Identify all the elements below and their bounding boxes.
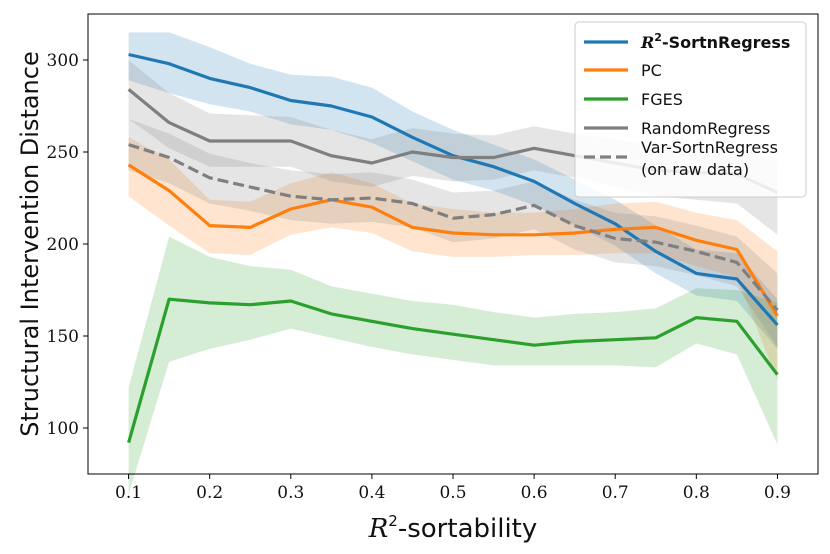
- x-tick-label: 0.4: [358, 483, 385, 503]
- x-tick-label: 0.1: [115, 483, 142, 503]
- line-r-sortnregress: [128, 52, 779, 327]
- line-var-sortnregress: [128, 143, 779, 312]
- y-tick-label: 150: [47, 327, 79, 347]
- x-tick-label: 0.9: [764, 483, 791, 503]
- band-pc: [128, 137, 778, 381]
- band-randomregress: [128, 60, 778, 235]
- legend-label-r-sortnregress: R2-SortnRegress: [640, 31, 790, 52]
- line-fges: [127, 297, 779, 444]
- x-tick-label: 0.7: [602, 483, 629, 503]
- x-tick-label: 0.8: [683, 483, 710, 503]
- y-tick-label: 250: [47, 143, 79, 163]
- x-axis-ticks: 0.1 0.2 0.3 0.4 0.5 0.6 0.7 0.8 0.9: [115, 474, 791, 503]
- line-pc: [127, 163, 779, 317]
- legend-box: [574, 21, 807, 198]
- legend-label-randomregress: RandomRegress: [641, 119, 770, 138]
- y-tick-label: 200: [47, 235, 79, 255]
- x-tick-label: 0.5: [439, 483, 466, 503]
- y-axis-ticks: 100 150 200 250 300: [47, 51, 88, 439]
- legend-label-var-sortnregress: Var-SortnRegress: [641, 138, 778, 157]
- legend-label-pc: PC: [641, 61, 662, 80]
- y-tick-label: 100: [47, 419, 79, 439]
- y-tick-label: 300: [47, 51, 79, 71]
- legend: R2-SortnRegress PC FGES RandomRegressVar-So…: [574, 21, 807, 198]
- x-tick-label: 0.2: [196, 483, 223, 503]
- legend-label-var-sortnregress-line2: (on raw data): [641, 160, 749, 179]
- x-axis-label: R2-sortability: [368, 512, 538, 544]
- band-r-sortnregress: [128, 32, 778, 349]
- y-axis-label: Structural Intervention Distance: [16, 51, 44, 436]
- legend-label-fges: FGES: [641, 90, 683, 109]
- x-tick-label: 0.3: [277, 483, 304, 503]
- x-tick-label: 0.6: [521, 483, 548, 503]
